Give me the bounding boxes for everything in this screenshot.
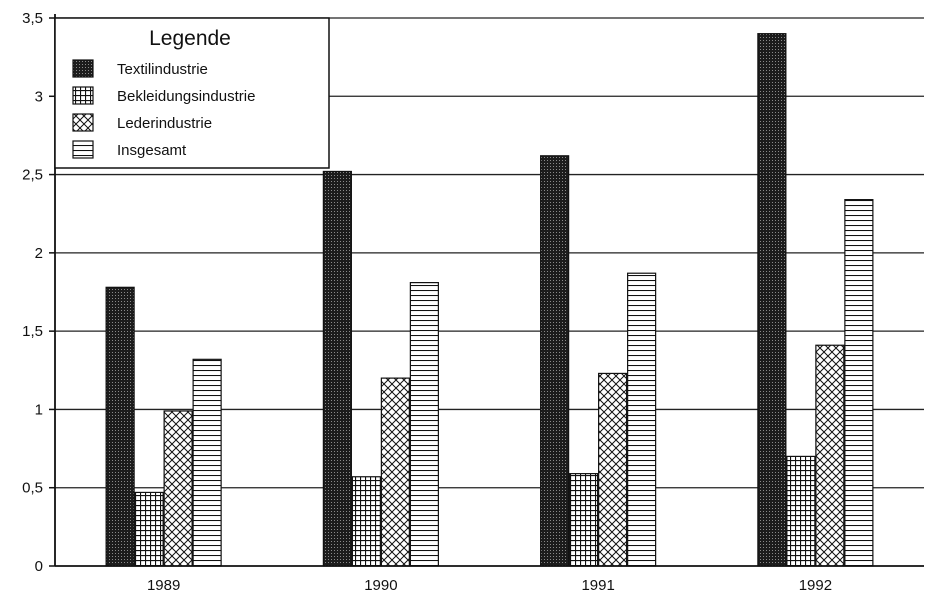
axes: 0 0,5 1 1,5 2 2,5 3 3,5 1989 1990 1991 1992 (22, 10, 924, 594)
y-tick-label: 0 (35, 558, 43, 575)
legend-label: Lederindustrie (117, 115, 212, 132)
x-tick-label: 1989 (147, 577, 180, 594)
bar-textilindustrie-1992 (757, 33, 787, 567)
legend-title: Legende (149, 27, 231, 50)
x-tick-label: 1990 (364, 577, 397, 594)
x-tick-label: 1992 (799, 577, 832, 594)
bar-textilindustrie-1989 (105, 286, 135, 567)
y-tick-label: 2,5 (22, 167, 43, 184)
bar-insgesamt-1992 (844, 199, 874, 567)
y-tick-label: 3 (35, 88, 43, 105)
legend-label: Textilindustrie (117, 61, 208, 78)
bars-group (105, 33, 874, 567)
bar-insgesamt-1989 (192, 358, 222, 567)
legend-label: Bekleidungsindustrie (117, 88, 255, 105)
y-tick-label: 0,5 (22, 480, 43, 497)
bar-insgesamt-1990 (409, 282, 439, 567)
y-tick-label: 1,5 (22, 323, 43, 340)
bar-bekleidungsindustrie-1991 (569, 473, 599, 567)
x-tick-label: 1991 (581, 577, 614, 594)
legend-label: Insgesamt (117, 142, 187, 159)
legend-swatch (72, 140, 94, 159)
bar-lederindustrie-1991 (598, 372, 628, 567)
bar-bekleidungsindustrie-1990 (351, 476, 381, 567)
legend-swatch (72, 113, 94, 132)
bar-lederindustrie-1989 (163, 410, 193, 567)
y-tick-label: 3,5 (22, 10, 43, 27)
bar-textilindustrie-1990 (322, 170, 352, 567)
legend: Legende Textilindustrie Bekleidungsindustr… (54, 17, 330, 169)
bar-bekleidungsindustrie-1992 (786, 455, 816, 567)
bar-textilindustrie-1991 (540, 155, 570, 567)
bar-insgesamt-1991 (627, 272, 657, 567)
bar-lederindustrie-1992 (815, 344, 845, 567)
legend-box (54, 17, 330, 169)
y-tick-label: 2 (35, 245, 43, 262)
y-tick-label: 1 (35, 401, 43, 418)
bar-bekleidungsindustrie-1989 (134, 491, 164, 567)
bar-lederindustrie-1990 (380, 377, 410, 567)
legend-swatch (72, 59, 94, 78)
legend-swatch (72, 86, 94, 105)
